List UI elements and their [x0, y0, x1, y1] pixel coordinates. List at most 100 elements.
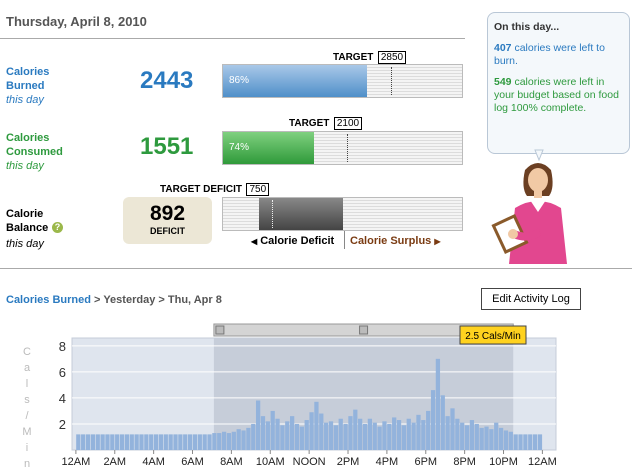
x-tick-label: 10PM [489, 456, 518, 468]
x-tick-label: 2PM [337, 456, 360, 468]
bar [392, 417, 397, 450]
x-tick-label: 10AM [256, 456, 285, 468]
bar [484, 426, 489, 450]
bar [231, 431, 236, 450]
row-label: Calories Consumed [6, 132, 63, 158]
bar [503, 430, 509, 450]
bar [90, 434, 96, 450]
info-title: On this day... [494, 21, 560, 33]
bar [489, 429, 494, 450]
bar [129, 434, 134, 450]
x-tick-label: 6PM [414, 456, 437, 468]
bar [246, 427, 251, 450]
target-marker [346, 134, 348, 162]
target-label: TARGET [333, 52, 374, 63]
bar [100, 434, 105, 450]
bar [139, 434, 144, 450]
bar [333, 425, 338, 450]
x-tick-label: 6AM [181, 456, 204, 468]
bar [149, 434, 154, 450]
balance-box: 892 DEFICIT [123, 197, 212, 244]
bar [348, 416, 353, 450]
row-sub: this day [6, 238, 44, 250]
bar [430, 390, 436, 450]
bar [309, 412, 314, 450]
bar [290, 416, 295, 450]
row-sub: this day [6, 94, 44, 106]
note-value: 549 [494, 76, 512, 88]
bar [367, 418, 373, 450]
bar [319, 413, 324, 450]
bar [479, 427, 484, 450]
bar [494, 422, 499, 450]
note-value: 407 [494, 42, 512, 54]
bar [178, 434, 183, 450]
bar [105, 434, 110, 450]
label: Calorie Deficit [260, 235, 335, 247]
crumb[interactable]: Yesterday [103, 294, 156, 306]
bar [338, 418, 343, 450]
y-tick-label: 2 [59, 417, 66, 432]
bar [445, 416, 450, 450]
target-value: 2100 [333, 117, 363, 130]
bar [324, 422, 329, 450]
bar [401, 425, 407, 450]
x-tick-label: 2AM [103, 456, 126, 468]
bar [372, 422, 377, 450]
bar [144, 434, 149, 450]
target-label: TARGET DEFICIT [160, 184, 243, 195]
balance-bar [222, 197, 463, 231]
target-value: 750 [246, 183, 270, 196]
crumb-sep: > [94, 294, 101, 306]
edit-button[interactable]: Edit Activity Log [481, 288, 581, 310]
bar [513, 434, 518, 450]
x-tick-label: 12AM [528, 456, 557, 468]
x-tick-label: 4AM [142, 456, 165, 468]
bar [450, 408, 455, 450]
bar [280, 425, 285, 450]
note-text: calories were left in your budget based … [494, 76, 619, 114]
bar [251, 423, 256, 450]
x-tick-label: NOON [293, 456, 326, 468]
bar [115, 434, 120, 450]
bar [153, 434, 159, 450]
bar [81, 434, 86, 450]
target: TARGET DEFICIT 750 [160, 179, 270, 197]
x-tick-label: 4PM [376, 456, 399, 468]
note-text: calories were left to burn. [494, 42, 605, 67]
note: 549 calories were left in your budget ba… [494, 76, 623, 115]
bar [537, 434, 543, 450]
bar [95, 434, 100, 450]
caption: DEFICIT [150, 226, 185, 236]
x-tick-label: 8AM [220, 456, 243, 468]
bar [158, 434, 164, 450]
bar [85, 434, 91, 450]
bar [353, 409, 358, 450]
value: 892 [149, 202, 186, 225]
bar [285, 421, 290, 450]
bar [460, 422, 465, 450]
row-sub: this day [6, 160, 44, 172]
crumb-sep: > [158, 294, 165, 306]
x-tick-label: 8PM [453, 456, 476, 468]
bar [212, 433, 217, 450]
bar [343, 423, 348, 450]
bar [168, 434, 173, 450]
help-icon[interactable]: ? [52, 222, 63, 233]
x-tick-label: 12AM [62, 456, 91, 468]
info-box: On this day... 407 calories were left to… [487, 12, 630, 154]
bar [299, 426, 304, 450]
bar [119, 434, 125, 450]
bar [275, 418, 280, 450]
bar [270, 410, 275, 450]
crumb[interactable]: Calories Burned [6, 294, 91, 306]
bar [396, 420, 402, 450]
bar [382, 421, 387, 450]
bar [455, 418, 460, 450]
bar-fill [223, 132, 315, 164]
y-tick-label: 4 [59, 391, 66, 406]
bar [197, 434, 202, 450]
bar [362, 423, 368, 450]
bar [192, 434, 198, 450]
